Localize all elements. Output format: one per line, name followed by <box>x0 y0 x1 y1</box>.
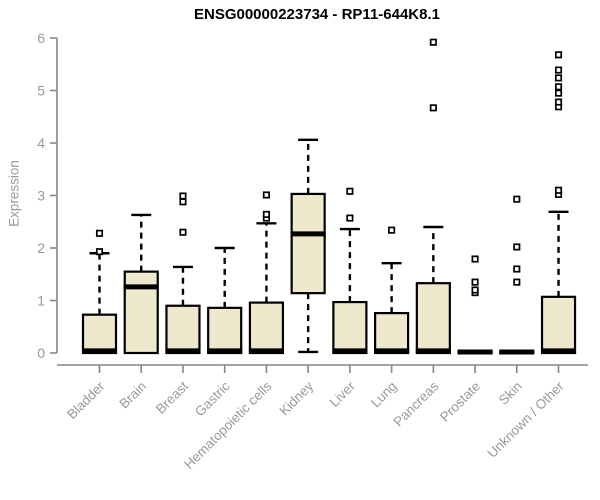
outlier-point <box>513 243 521 251</box>
outlier-point <box>471 255 479 263</box>
outlier-point <box>388 226 396 234</box>
y-tick-label: 2 <box>37 240 45 256</box>
outlier-point <box>554 66 563 74</box>
y-tick-label: 4 <box>37 135 45 151</box>
outlier-point <box>471 286 479 294</box>
outlier-point <box>429 104 437 112</box>
outlier-point <box>554 74 563 82</box>
outlier-point <box>429 38 437 46</box>
x-tick-label: Lung <box>368 379 400 411</box>
box-lung <box>374 226 410 355</box>
x-tick-label: Prostate <box>437 379 483 425</box>
box-rect <box>207 306 243 355</box>
x-tick-label: Gastric <box>192 378 233 419</box>
box-rect <box>123 270 159 355</box>
box-rect <box>374 312 410 355</box>
outlier-point <box>179 228 187 236</box>
box-hematopoietic-cells <box>248 191 285 355</box>
box-pancreas <box>415 38 451 355</box>
x-tick-label: Skin <box>496 379 525 408</box>
y-tick-label: 6 <box>37 30 45 46</box>
x-tick-label: Breast <box>153 378 191 416</box>
box-liver <box>332 187 368 355</box>
box-kidney <box>290 138 326 354</box>
outlier-point <box>179 198 187 206</box>
x-tick-label: Kidney <box>276 378 316 418</box>
outlier-point <box>554 83 563 91</box>
y-tick-label: 5 <box>37 83 45 99</box>
outlier-point <box>346 187 354 195</box>
y-tick-label: 0 <box>37 345 45 361</box>
box-rect <box>290 192 326 295</box>
outlier-point <box>262 191 270 199</box>
box-brain <box>123 213 159 355</box>
outlier-point <box>554 89 563 97</box>
box-rect <box>332 300 368 355</box>
box-rect <box>81 313 118 355</box>
outlier-point <box>179 192 187 200</box>
box-skin <box>499 195 535 355</box>
box-bladder <box>81 229 118 355</box>
outlier-point <box>471 278 479 286</box>
box-rect <box>540 295 577 355</box>
outlier-point <box>346 214 354 222</box>
outlier-point <box>554 98 563 106</box>
box-prostate <box>457 255 493 355</box>
x-tick-label: Pancreas <box>391 378 442 429</box>
box-rect <box>165 304 201 355</box>
x-tick-label: Liver <box>327 378 359 410</box>
y-tick-label: 1 <box>37 293 45 309</box>
box-unknown-other <box>540 51 577 355</box>
outlier-point <box>95 229 104 237</box>
outlier-point <box>513 278 521 286</box>
x-tick-label: Bladder <box>64 378 108 422</box>
box-gastric <box>207 246 243 355</box>
outlier-point <box>513 265 521 273</box>
outlier-point <box>554 51 563 59</box>
outlier-point <box>554 186 563 194</box>
box-breast <box>165 192 201 355</box>
y-tick-label: 3 <box>37 188 45 204</box>
box-rect <box>415 282 451 355</box>
x-tick-label: Brain <box>116 379 149 412</box>
outlier-point <box>513 195 521 203</box>
x-tick-label: Unknown / Other <box>484 378 567 461</box>
chart-title: ENSG00000223734 - RP11-644K8.1 <box>193 6 440 23</box>
box-rect <box>248 301 285 355</box>
outlier-point <box>95 248 104 256</box>
outlier-point <box>262 210 270 218</box>
